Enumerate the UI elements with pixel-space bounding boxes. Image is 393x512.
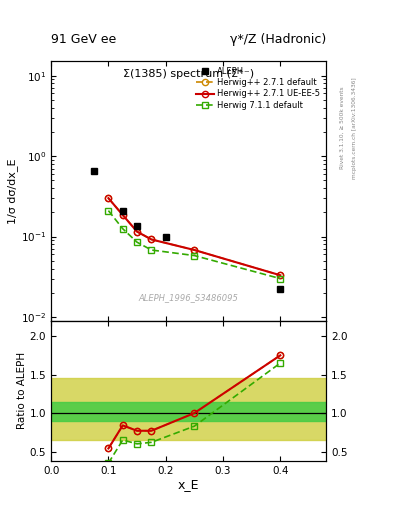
Line: Herwig++ 2.7.1 default: Herwig++ 2.7.1 default <box>105 195 283 279</box>
Y-axis label: Ratio to ALEPH: Ratio to ALEPH <box>17 352 27 429</box>
Herwig++ 2.7.1 UE-EE-5 <box>120 212 125 218</box>
Herwig++ 2.7.1 default <box>106 195 111 201</box>
Herwig++ 2.7.1 default <box>192 247 197 253</box>
Bar <box>51 378 326 440</box>
ALEPH <box>120 207 125 214</box>
Herwig++ 2.7.1 UE-EE-5 <box>106 195 111 201</box>
Herwig 7.1.1 default <box>192 252 197 259</box>
Text: mcplots.cern.ch [arXiv:1306.3436]: mcplots.cern.ch [arXiv:1306.3436] <box>352 77 357 179</box>
Herwig++ 2.7.1 default <box>120 212 125 218</box>
Herwig++ 2.7.1 UE-EE-5 <box>135 228 140 234</box>
Y-axis label: 1/σ dσ/dx_E: 1/σ dσ/dx_E <box>7 158 18 224</box>
ALEPH <box>135 223 140 229</box>
Herwig 7.1.1 default <box>106 207 111 214</box>
Herwig++ 2.7.1 default <box>149 237 154 243</box>
ALEPH <box>163 233 168 240</box>
Text: Σ(1385) spectrum (Σ⁺⁻): Σ(1385) spectrum (Σ⁺⁻) <box>123 69 254 79</box>
Herwig 7.1.1 default <box>135 239 140 245</box>
Herwig++ 2.7.1 UE-EE-5 <box>278 272 283 279</box>
Herwig++ 2.7.1 default <box>135 228 140 234</box>
Bar <box>51 401 326 421</box>
Text: Rivet 3.1.10, ≥ 500k events: Rivet 3.1.10, ≥ 500k events <box>340 87 345 169</box>
Text: 91 GeV ee: 91 GeV ee <box>51 33 116 46</box>
Herwig 7.1.1 default <box>149 247 154 253</box>
Text: γ*/Z (Hadronic): γ*/Z (Hadronic) <box>230 33 326 46</box>
ALEPH <box>278 286 283 292</box>
ALEPH <box>92 168 96 174</box>
Herwig 7.1.1 default <box>278 275 283 282</box>
Herwig++ 2.7.1 default <box>278 272 283 279</box>
X-axis label: x_E: x_E <box>178 478 199 492</box>
Text: ALEPH_1996_S3486095: ALEPH_1996_S3486095 <box>139 293 239 303</box>
Legend: ALEPH, Herwig++ 2.7.1 default, Herwig++ 2.7.1 UE-EE-5, Herwig 7.1.1 default: ALEPH, Herwig++ 2.7.1 default, Herwig++ … <box>192 64 324 113</box>
Herwig 7.1.1 default <box>120 226 125 232</box>
Line: ALEPH: ALEPH <box>91 168 283 292</box>
Line: Herwig++ 2.7.1 UE-EE-5: Herwig++ 2.7.1 UE-EE-5 <box>105 195 283 279</box>
Herwig++ 2.7.1 UE-EE-5 <box>149 237 154 243</box>
Line: Herwig 7.1.1 default: Herwig 7.1.1 default <box>105 207 283 282</box>
Herwig++ 2.7.1 UE-EE-5 <box>192 247 197 253</box>
